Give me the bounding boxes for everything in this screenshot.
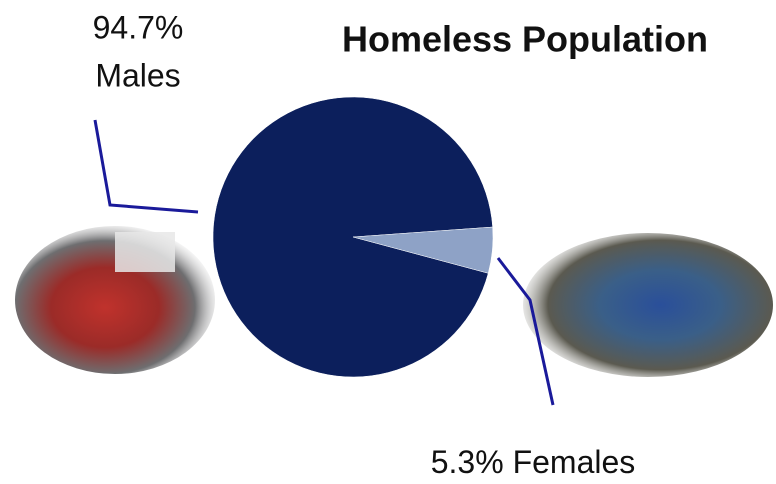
value-label: 94.7% bbox=[93, 9, 184, 45]
category-label: Males bbox=[95, 57, 180, 93]
value-label: 5.3% bbox=[431, 444, 504, 480]
photo-sign bbox=[115, 232, 175, 272]
photo-right bbox=[523, 233, 773, 377]
leader-line bbox=[93, 119, 199, 214]
leader-line bbox=[496, 257, 555, 406]
pie-slice bbox=[352, 226, 494, 274]
pie-slice bbox=[212, 96, 493, 378]
slice-label: 5.3% Females bbox=[431, 444, 636, 480]
category-label: Females bbox=[513, 444, 636, 480]
pie bbox=[212, 96, 494, 378]
chart-title: Homeless Population bbox=[342, 19, 708, 60]
